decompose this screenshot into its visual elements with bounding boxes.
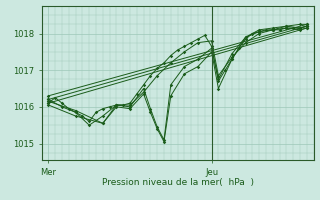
- X-axis label: Pression niveau de la mer(  hPa  ): Pression niveau de la mer( hPa ): [102, 178, 253, 187]
